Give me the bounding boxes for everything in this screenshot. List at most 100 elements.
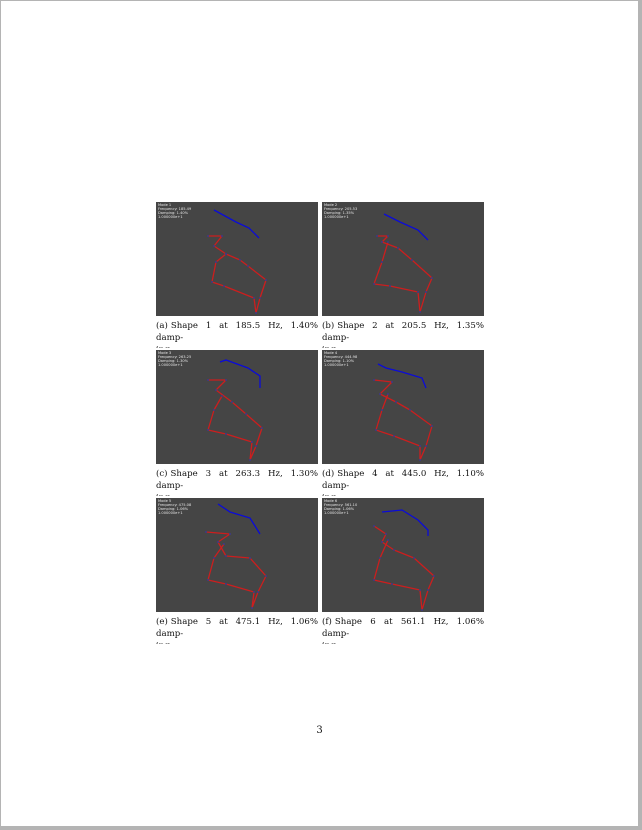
node-marker: [413, 557, 415, 559]
node-marker: [221, 235, 223, 237]
node-marker: [381, 241, 383, 243]
node-marker: [207, 429, 209, 431]
node-marker: [223, 285, 225, 287]
node-marker: [207, 379, 209, 381]
node-marker: [431, 425, 433, 427]
node-marker: [419, 459, 421, 461]
overlay-scale: 1.000000e+1: [324, 511, 349, 515]
subfigure-caption-text: Shape 5 at 475.1 Hz, 1.06% damp-ing: [156, 617, 318, 644]
node-marker: [431, 277, 433, 279]
node-marker: [381, 541, 383, 543]
deformed-line: [208, 380, 262, 460]
subfigure-caption: (c)Shape 3 at 263.3 Hz, 1.30% damp-ing: [156, 468, 318, 496]
node-marker: [391, 381, 393, 383]
node-marker: [231, 401, 233, 403]
node-marker: [249, 459, 251, 461]
mode-shape-plot: Mode 4 Frequency: 444.98 Damping: 1.10% 1.0…: [322, 350, 484, 464]
subfigure-b: Mode 2 Frequency: 205.53 Damping: 1.35% 1.0…: [322, 202, 484, 348]
node-marker: [245, 413, 247, 415]
subfigure-label: (f): [322, 617, 332, 627]
node-marker: [376, 235, 378, 237]
node-marker: [381, 409, 383, 411]
subfigure-label: (e): [156, 617, 168, 627]
node-marker: [417, 291, 419, 293]
node-marker: [425, 291, 427, 293]
mode-shape-plot: Mode 3 Frequency: 263.25 Damping: 1.30% 1.0…: [156, 350, 318, 464]
node-marker: [421, 609, 423, 611]
node-marker: [379, 557, 381, 559]
node-marker: [375, 429, 377, 431]
node-marker: [251, 441, 253, 443]
node-marker: [391, 583, 393, 585]
node-marker: [225, 583, 227, 585]
node-marker: [397, 247, 399, 249]
subfigure-c: Mode 3 Frequency: 263.25 Damping: 1.30% 1.0…: [156, 350, 318, 496]
node-marker: [215, 389, 217, 391]
overlay-scale: 1.000000e+1: [324, 215, 349, 219]
overlay-scale: 1.000000e+1: [158, 511, 183, 515]
node-marker: [213, 409, 215, 411]
node-marker: [207, 579, 209, 581]
node-marker: [387, 393, 389, 395]
node-marker: [221, 395, 223, 397]
node-marker: [419, 589, 421, 591]
undeformed-line: [220, 360, 260, 388]
node-marker: [225, 379, 227, 381]
node-marker: [433, 575, 435, 577]
node-marker: [239, 259, 241, 261]
node-marker: [253, 591, 255, 593]
node-marker: [257, 591, 259, 593]
node-marker: [217, 541, 219, 543]
node-marker: [225, 433, 227, 435]
undeformed-line: [382, 510, 428, 536]
node-marker: [259, 297, 261, 299]
subfigure-label: (d): [322, 469, 334, 479]
node-marker: [427, 589, 429, 591]
subfigure-caption-text: Shape 6 at 561.1 Hz, 1.06% damp-ing: [322, 617, 484, 644]
subfigure-grid: Mode 1 Frequency: 185.49 Damping: 1.40% 1.0…: [156, 202, 486, 646]
node-marker: [255, 312, 257, 314]
mode-shape-plot: Mode 5 Frequency: 475.08 Damping: 1.06% 1.0…: [156, 498, 318, 612]
node-marker: [213, 245, 215, 247]
node-marker: [425, 445, 427, 447]
subfigure-caption-text: Shape 3 at 263.3 Hz, 1.30% damp-ing: [156, 469, 318, 496]
subfigure-d: Mode 4 Frequency: 444.98 Damping: 1.10% 1.0…: [322, 350, 484, 496]
node-marker: [205, 531, 207, 533]
node-marker: [393, 435, 395, 437]
deformed-line: [374, 380, 432, 460]
subfigure-label: (c): [156, 469, 168, 479]
node-marker: [385, 533, 387, 535]
overlay-scale: 1.000000e+1: [158, 215, 183, 219]
node-marker: [373, 379, 375, 381]
node-marker: [211, 281, 213, 283]
subfigure-label: (b): [322, 321, 334, 331]
node-marker: [249, 557, 251, 559]
subfigure-caption: (b)Shape 2 at 205.5 Hz, 1.35% damp-ing: [322, 320, 484, 348]
subfigure-f: Mode 6 Frequency: 561.10 Damping: 1.06% 1.0…: [322, 498, 484, 644]
subfigure-caption: (f)Shape 6 at 561.1 Hz, 1.06% damp-ing: [322, 616, 484, 644]
node-marker: [395, 401, 397, 403]
subfigure-caption-text: Shape 1 at 185.5 Hz, 1.40% damp-ing: [156, 321, 318, 348]
undeformed-line: [378, 364, 426, 388]
subfigure-caption: (a)Shape 1 at 185.5 Hz, 1.40% damp-ing: [156, 320, 318, 348]
subfigure-caption-text: Shape 2 at 205.5 Hz, 1.35% damp-ing: [322, 321, 484, 348]
node-marker: [215, 261, 217, 263]
node-marker: [389, 285, 391, 287]
node-marker: [419, 445, 421, 447]
node-marker: [387, 241, 389, 243]
node-marker: [373, 525, 375, 527]
overlay-scale: 1.000000e+1: [158, 363, 183, 367]
node-marker: [213, 557, 215, 559]
node-marker: [387, 539, 389, 541]
node-marker: [379, 393, 381, 395]
page-number: 3: [1, 725, 638, 736]
node-marker: [265, 575, 267, 577]
node-marker: [223, 543, 225, 545]
subfigure-a: Mode 1 Frequency: 185.49 Damping: 1.40% 1.0…: [156, 202, 318, 348]
mode-shape-plot: Mode 1 Frequency: 185.49 Damping: 1.40% 1.0…: [156, 202, 318, 316]
node-marker: [393, 549, 395, 551]
